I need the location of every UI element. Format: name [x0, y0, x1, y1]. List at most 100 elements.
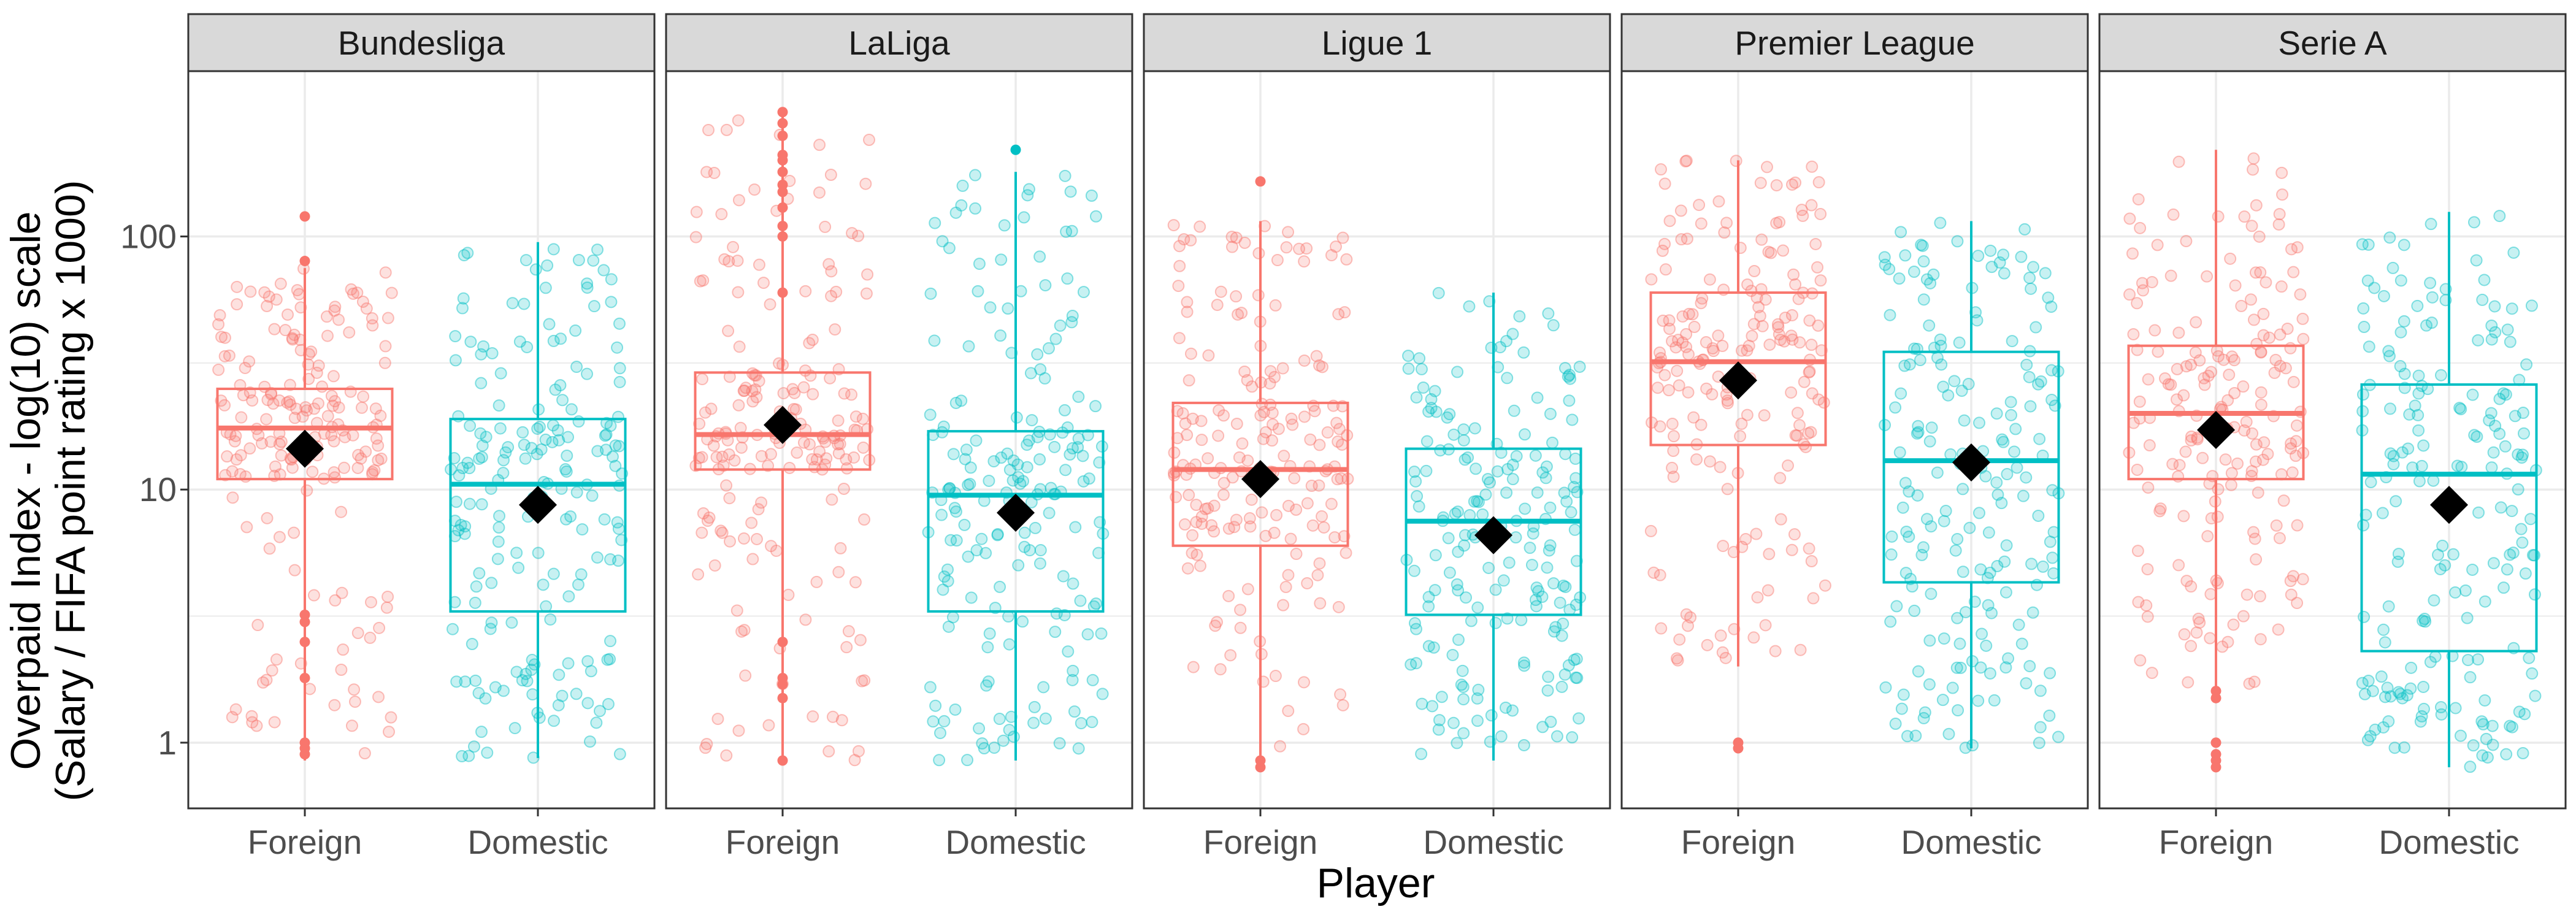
facet-strip-label: LaLiga — [848, 24, 950, 62]
jitter-point — [484, 623, 497, 635]
jitter-point — [941, 563, 954, 576]
jitter-point — [1458, 539, 1471, 552]
jitter-point — [1274, 740, 1287, 753]
jitter-point — [2285, 588, 2298, 601]
jitter-point — [2297, 332, 2310, 345]
jitter-point — [1659, 263, 1672, 276]
jitter-point — [2177, 510, 2190, 523]
jitter-point — [1217, 409, 1230, 422]
jitter-point — [562, 431, 575, 443]
jitter-point — [1211, 299, 1224, 312]
jitter-point — [1186, 546, 1198, 559]
jitter-point — [1425, 393, 1438, 406]
jitter-point — [1462, 451, 1474, 464]
jitter-point — [2132, 596, 2145, 608]
jitter-point — [2516, 536, 2529, 549]
jitter-point — [690, 205, 703, 218]
jitter-point — [1172, 280, 1185, 293]
jitter-point — [1984, 244, 1997, 257]
jitter-point — [1984, 667, 1996, 680]
jitter-point — [1671, 364, 1684, 377]
jitter-point — [457, 292, 470, 305]
jitter-point — [1680, 328, 1693, 340]
jitter-point — [1497, 574, 1510, 587]
jitter-point — [288, 412, 301, 424]
jitter-point — [2171, 393, 2183, 406]
jitter-point — [325, 389, 338, 402]
jitter-point — [250, 719, 263, 732]
jitter-point — [964, 478, 976, 491]
jitter-point — [2193, 616, 2206, 629]
jitter-point — [1972, 694, 1985, 707]
jitter-point — [2291, 519, 2304, 532]
box-foreign — [212, 211, 398, 761]
jitter-point — [2254, 633, 2267, 646]
jitter-point — [539, 433, 552, 446]
jitter-point — [1089, 400, 1102, 413]
jitter-point — [1214, 663, 1227, 676]
jitter-point — [1811, 261, 1824, 274]
jitter-point — [2287, 570, 2300, 583]
jitter-point — [1069, 521, 1082, 534]
jitter-point — [2494, 501, 2507, 514]
jitter-point — [978, 742, 991, 755]
jitter-point — [1518, 659, 1531, 672]
jitter-point — [1573, 712, 1585, 725]
jitter-point — [1547, 625, 1560, 638]
jitter-point — [1213, 404, 1225, 417]
jitter-point — [2436, 539, 2449, 552]
jitter-point — [739, 669, 752, 682]
jitter-point — [1666, 418, 1679, 431]
jitter-point — [2258, 436, 2271, 449]
jitter-point — [2394, 360, 2407, 373]
jitter-point — [533, 421, 546, 434]
jitter-point — [1895, 226, 1907, 239]
jitter-point — [832, 414, 845, 427]
jitter-point — [1676, 336, 1689, 349]
jitter-point — [2141, 610, 2154, 623]
jitter-point — [2483, 414, 2496, 427]
jitter-point — [374, 409, 387, 422]
x-tick-label: Domestic — [1423, 823, 1563, 861]
jitter-point — [548, 715, 561, 727]
jitter-point — [797, 436, 810, 449]
jitter-point — [1568, 523, 1581, 536]
jitter-point — [529, 263, 542, 276]
jitter-point — [1027, 716, 1040, 729]
jitter-point — [1456, 664, 1469, 677]
jitter-point — [1065, 224, 1078, 237]
jitter-point — [1804, 426, 1817, 439]
jitter-point — [570, 486, 583, 499]
jitter-point — [2415, 710, 2428, 723]
jitter-point — [2025, 558, 2038, 570]
jitter-point — [2228, 386, 2241, 399]
jitter-point — [461, 456, 474, 469]
jitter-point — [1179, 417, 1192, 430]
jitter-point — [1065, 316, 1078, 329]
jitter-point — [2191, 433, 2204, 446]
jitter-point — [286, 333, 299, 346]
jitter-point — [699, 406, 711, 419]
jitter-point — [720, 749, 733, 762]
jitter-point — [258, 380, 271, 393]
jitter-point — [1016, 615, 1029, 628]
jitter-point — [2517, 448, 2529, 461]
jitter-point — [1202, 452, 1214, 465]
jitter-point — [245, 710, 258, 723]
jitter-point — [1029, 521, 1042, 534]
jitter-point — [1700, 382, 1713, 395]
jitter-point — [1745, 285, 1758, 297]
jitter-point — [856, 412, 869, 425]
jitter-point — [275, 449, 288, 462]
jitter-point — [1238, 236, 1251, 249]
jitter-point — [261, 512, 274, 524]
jitter-point — [1761, 584, 1774, 597]
jitter-point — [279, 324, 292, 337]
jitter-point — [2164, 269, 2177, 282]
jitter-point — [2252, 486, 2264, 499]
jitter-point — [231, 280, 243, 293]
jitter-point — [2518, 708, 2531, 721]
jitter-point — [1500, 486, 1513, 499]
jitter-point — [1202, 502, 1214, 515]
